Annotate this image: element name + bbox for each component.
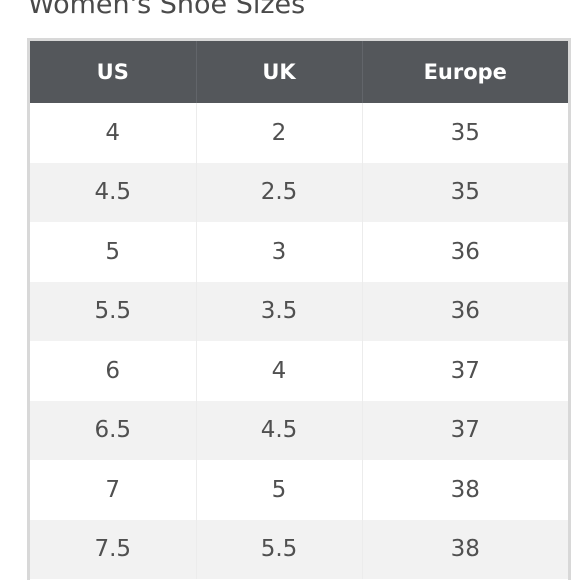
cell-uk: 3 [196,222,363,282]
column-header-us: US [30,41,197,103]
table-row: 7 5 38 [30,460,568,520]
table-row: 7.5 5.5 38 [30,519,568,579]
cell-us: 7.5 [30,519,197,579]
cell-europe: 36 [362,222,568,282]
column-header-europe: Europe [362,41,568,103]
cell-europe: 36 [362,281,568,341]
cell-europe: 37 [362,341,568,401]
cell-uk: 5.5 [196,519,363,579]
size-chart-table: US UK Europe 4 2 35 4.5 2.5 35 5 [30,41,568,579]
table-row: 4 2 35 [30,103,568,163]
cell-europe: 37 [362,400,568,460]
cell-uk: 2 [196,103,363,163]
cell-us: 5 [30,222,197,282]
cell-europe: 35 [362,162,568,222]
cell-europe: 38 [362,519,568,579]
cell-us: 7 [30,460,197,520]
table-row: 6.5 4.5 37 [30,400,568,460]
cell-us: 6.5 [30,400,197,460]
cell-uk: 4.5 [196,400,363,460]
column-header-uk: UK [196,41,363,103]
table-header: US UK Europe [30,41,568,103]
page-title: Women's Shoe Sizes [28,0,306,20]
cell-us: 6 [30,341,197,401]
cell-europe: 35 [362,103,568,163]
cell-europe: 38 [362,460,568,520]
size-chart-table-container: US UK Europe 4 2 35 4.5 2.5 35 5 [27,38,571,580]
cell-uk: 4 [196,341,363,401]
table-row: 5.5 3.5 36 [30,281,568,341]
cell-us: 5.5 [30,281,197,341]
cell-us: 4 [30,103,197,163]
table-body: 4 2 35 4.5 2.5 35 5 3 36 5.5 3.5 36 [30,103,568,579]
cell-uk: 2.5 [196,162,363,222]
cell-us: 4.5 [30,162,197,222]
table-row: 6 4 37 [30,341,568,401]
cell-uk: 3.5 [196,281,363,341]
table-row: 5 3 36 [30,222,568,282]
table-row: 4.5 2.5 35 [30,162,568,222]
header-row: US UK Europe [30,41,568,103]
cell-uk: 5 [196,460,363,520]
